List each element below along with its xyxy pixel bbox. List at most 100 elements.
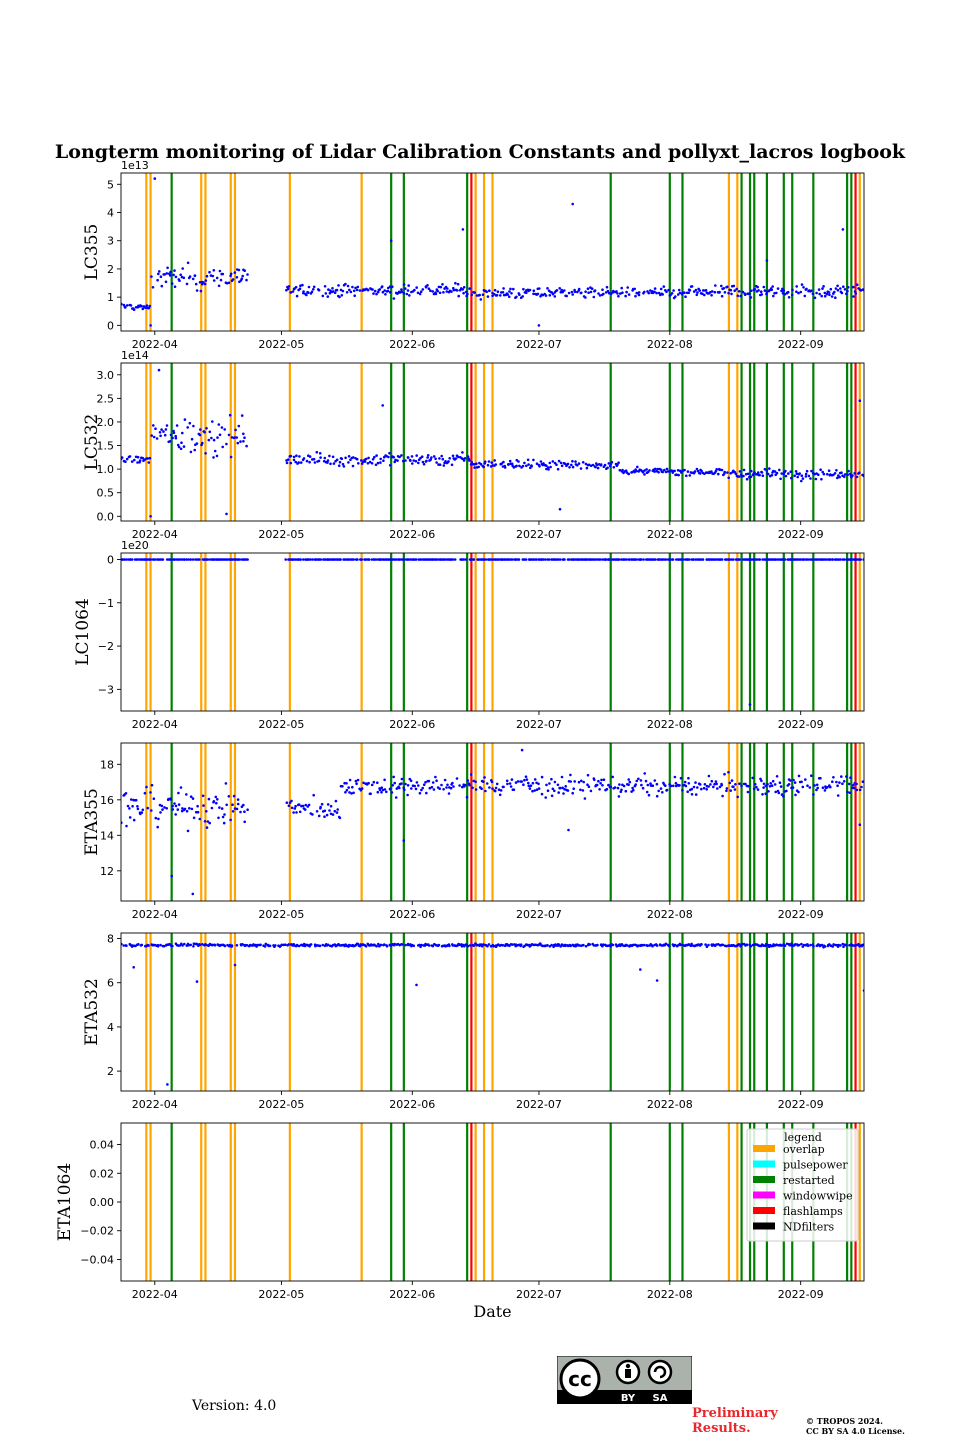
data-point <box>737 943 741 946</box>
data-point <box>190 437 194 441</box>
data-point <box>833 290 836 294</box>
data-point <box>447 460 450 463</box>
data-point <box>789 470 792 474</box>
data-point <box>326 459 330 462</box>
data-point <box>570 290 574 294</box>
data-point <box>140 943 144 947</box>
data-point <box>842 285 845 289</box>
data-point <box>163 806 166 809</box>
data-point <box>320 802 324 806</box>
data-point <box>790 293 794 297</box>
data-point <box>775 291 778 295</box>
data-point <box>415 781 419 784</box>
y-tick-label: 2.5 <box>97 392 115 405</box>
data-point <box>425 459 428 463</box>
y-axis-label: ETA532 <box>82 978 102 1046</box>
data-point <box>211 274 215 278</box>
data-point <box>347 786 351 789</box>
data-point <box>501 291 505 294</box>
data-point <box>138 459 142 462</box>
data-point <box>587 785 591 788</box>
data-point <box>294 460 298 464</box>
data-point <box>149 515 152 518</box>
data-point <box>761 793 764 796</box>
data-point <box>238 558 242 561</box>
data-point <box>822 285 825 288</box>
data-point <box>124 306 127 309</box>
data-point <box>723 772 726 776</box>
data-point <box>385 944 389 948</box>
data-point <box>156 278 159 282</box>
data-point <box>323 456 327 460</box>
data-point <box>686 790 689 793</box>
data-point <box>750 469 753 473</box>
data-point <box>805 558 809 561</box>
data-point <box>810 469 813 473</box>
data-point <box>448 457 452 460</box>
data-point <box>817 473 820 477</box>
data-point <box>541 293 545 297</box>
data-point <box>373 943 376 947</box>
data-point <box>344 282 347 286</box>
x-tick-label: 2022-08 <box>647 1288 693 1301</box>
data-point <box>498 793 502 797</box>
data-point <box>528 288 532 292</box>
data-point <box>169 433 173 437</box>
y-tick-label: 2.0 <box>97 416 115 429</box>
data-point <box>776 287 780 290</box>
data-point <box>780 472 783 475</box>
data-point <box>799 558 802 561</box>
data-point <box>159 943 162 947</box>
data-point <box>160 804 164 808</box>
data-point <box>794 470 798 473</box>
data-point <box>730 292 733 296</box>
data-point <box>535 462 539 466</box>
data-point <box>760 293 764 296</box>
data-point <box>635 469 638 473</box>
y-tick-label: 16 <box>100 794 114 807</box>
axes-frame <box>120 172 865 332</box>
data-point <box>663 468 666 472</box>
data-point <box>198 433 202 437</box>
y-tick-label: 0.0 <box>97 510 115 523</box>
data-point <box>861 780 864 783</box>
data-point <box>821 287 824 290</box>
data-point <box>309 558 312 561</box>
data-point <box>744 782 747 786</box>
data-point <box>592 295 596 299</box>
data-point <box>185 809 189 813</box>
data-point <box>669 784 673 788</box>
data-point <box>615 290 618 293</box>
data-point <box>411 462 414 465</box>
data-point <box>572 787 575 790</box>
data-point <box>661 791 664 794</box>
data-point <box>381 290 385 294</box>
data-point <box>502 460 505 464</box>
data-point <box>598 788 601 791</box>
data-point <box>160 428 163 431</box>
data-point <box>319 558 323 561</box>
data-point <box>841 782 844 785</box>
data-point <box>655 469 658 473</box>
data-point <box>468 459 471 462</box>
data-point <box>657 471 660 474</box>
data-point <box>550 794 554 798</box>
data-point <box>370 558 374 561</box>
data-point <box>540 775 544 779</box>
data-point <box>533 789 536 792</box>
data-point <box>732 558 735 561</box>
data-point <box>220 807 224 810</box>
data-point <box>340 457 344 461</box>
legend-swatch-windowwipe <box>753 1191 775 1199</box>
data-point <box>264 942 268 946</box>
data-point <box>560 464 564 468</box>
data-point <box>434 292 438 296</box>
data-point <box>692 558 695 561</box>
data-point <box>129 798 133 801</box>
data-point <box>752 787 756 791</box>
data-point <box>207 797 211 801</box>
data-points <box>121 558 864 706</box>
data-point <box>375 454 378 457</box>
data-point <box>189 558 192 561</box>
x-tick-label: 2022-07 <box>516 1098 562 1111</box>
